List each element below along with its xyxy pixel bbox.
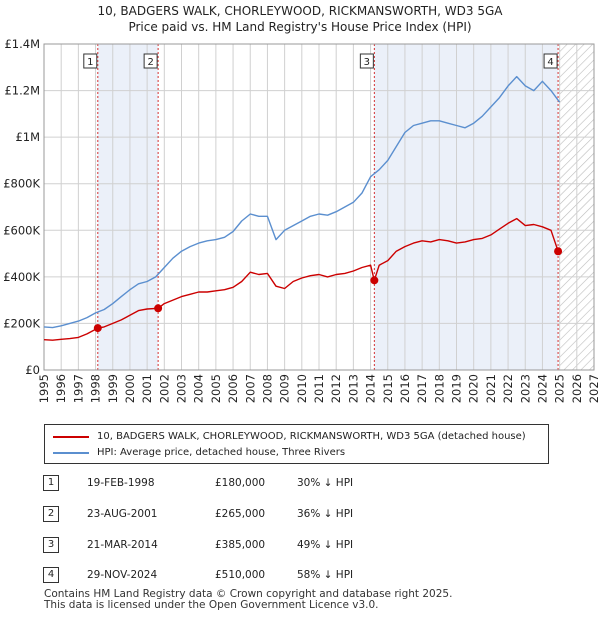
x-tick-label: 2024 <box>535 374 549 403</box>
transaction-date: 29-NOV-2024 <box>87 569 158 581</box>
x-tick-label: 2022 <box>501 374 515 403</box>
x-tick-label: 2023 <box>518 374 532 403</box>
transaction-marker <box>554 247 563 256</box>
x-tick-label: 1995 <box>37 374 51 403</box>
transaction-number: 1 <box>43 475 59 491</box>
transaction-number: 3 <box>43 537 59 553</box>
x-tick-label: 2019 <box>450 374 464 403</box>
x-tick-label: 2017 <box>415 374 429 403</box>
legend-label-price: 10, BADGERS WALK, CHORLEYWOOD, RICKMANSW… <box>97 431 526 442</box>
transaction-hpi-diff: 36% ↓ HPI <box>297 508 354 520</box>
plot-border <box>43 43 595 371</box>
transaction-date: 23-AUG-2001 <box>87 508 158 520</box>
transaction-label-number: 4 <box>547 57 553 68</box>
x-tick-label: 2008 <box>260 374 274 403</box>
x-tick-label: 1998 <box>89 374 103 403</box>
x-tick-label: 2014 <box>364 374 378 403</box>
transaction-hpi-diff: 58% ↓ HPI <box>297 569 354 581</box>
x-tick-label: 2005 <box>209 374 223 403</box>
title-line-1: 10, BADGERS WALK, CHORLEYWOOD, RICKMANSW… <box>97 4 503 18</box>
transaction-number: 2 <box>43 506 59 522</box>
x-tick-label: 1999 <box>106 374 120 403</box>
x-tick-label: 2018 <box>432 374 446 403</box>
chart-title: 10, BADGERS WALK, CHORLEYWOOD, RICKMANSW… <box>0 3 600 35</box>
transaction-label-number: 2 <box>147 57 153 68</box>
x-tick-label: 2000 <box>123 374 137 403</box>
y-tick-label: £0 <box>25 363 40 377</box>
x-tick-label: 2020 <box>467 374 481 403</box>
y-tick-label: £1M <box>15 130 40 144</box>
y-tick-label: £1.2M <box>4 84 40 98</box>
legend-label-hpi: HPI: Average price, detached house, Thre… <box>97 447 346 458</box>
x-tick-label: 2009 <box>278 374 292 403</box>
x-tick-label: 2026 <box>570 374 584 403</box>
x-tick-label: 2025 <box>553 374 567 403</box>
transaction-price: £385,000 <box>215 539 266 551</box>
y-tick-label: £800K <box>3 177 40 191</box>
transaction-label-box <box>83 53 98 69</box>
x-tick-label: 2001 <box>140 374 154 403</box>
footer: Contains HM Land Registry data © Crown c… <box>44 589 452 611</box>
transaction-hpi-diff: 49% ↓ HPI <box>297 539 354 551</box>
transaction-label-box <box>359 53 374 69</box>
legend-item-hpi: HPI: Average price, detached house, Thre… <box>53 447 345 459</box>
transaction-label-number: 1 <box>87 57 93 68</box>
x-tick-label: 2010 <box>295 374 309 403</box>
footer-line-1: Contains HM Land Registry data © Crown c… <box>44 588 453 600</box>
x-tick-label: 2011 <box>312 374 326 403</box>
x-tick-label: 2016 <box>398 374 412 403</box>
x-tick-label: 2027 <box>587 374 600 403</box>
price-paid-line <box>43 217 561 341</box>
transaction-label-box <box>543 53 558 69</box>
transaction-label-number: 3 <box>364 57 370 68</box>
transaction-price: £510,000 <box>215 569 266 581</box>
legend: 10, BADGERS WALK, CHORLEYWOOD, RICKMANSW… <box>44 424 549 464</box>
legend-swatch-price <box>53 436 89 438</box>
transaction-date: 19-FEB-1998 <box>87 477 155 489</box>
x-tick-label: 2003 <box>175 374 189 403</box>
transaction-date: 21-MAR-2014 <box>87 539 158 551</box>
x-tick-label: 1996 <box>54 374 68 403</box>
x-tick-label: 2004 <box>192 374 206 403</box>
x-tick-label: 2006 <box>226 374 240 403</box>
x-tick-label: 2021 <box>484 374 498 403</box>
y-tick-label: £200K <box>3 316 40 330</box>
transaction-number: 4 <box>43 567 59 583</box>
x-tick-label: 2007 <box>243 374 257 403</box>
x-tick-label: 2012 <box>329 374 343 403</box>
x-tick-label: 2002 <box>157 374 171 403</box>
x-tick-label: 2013 <box>346 374 360 403</box>
transaction-marker <box>93 324 102 333</box>
x-tick-label: 1997 <box>71 374 85 403</box>
legend-swatch-hpi <box>53 452 89 454</box>
transaction-label-box <box>143 53 158 69</box>
x-tick-label: 2015 <box>381 374 395 403</box>
transaction-price: £265,000 <box>215 508 266 520</box>
y-tick-label: £1.4M <box>4 37 40 51</box>
shaded-range <box>374 44 559 370</box>
y-tick-label: £400K <box>3 270 40 284</box>
transaction-hpi-diff: 30% ↓ HPI <box>297 477 354 489</box>
transaction-price: £180,000 <box>215 477 266 489</box>
footer-line-2: This data is licensed under the Open Gov… <box>44 599 379 611</box>
hpi-line <box>43 75 561 329</box>
shaded-range <box>97 44 159 370</box>
y-tick-label: £600K <box>3 223 40 237</box>
transaction-marker <box>370 276 379 285</box>
legend-item-price: 10, BADGERS WALK, CHORLEYWOOD, RICKMANSW… <box>53 431 526 443</box>
transaction-marker <box>154 304 163 313</box>
title-line-2: Price paid vs. HM Land Registry's House … <box>128 20 472 34</box>
